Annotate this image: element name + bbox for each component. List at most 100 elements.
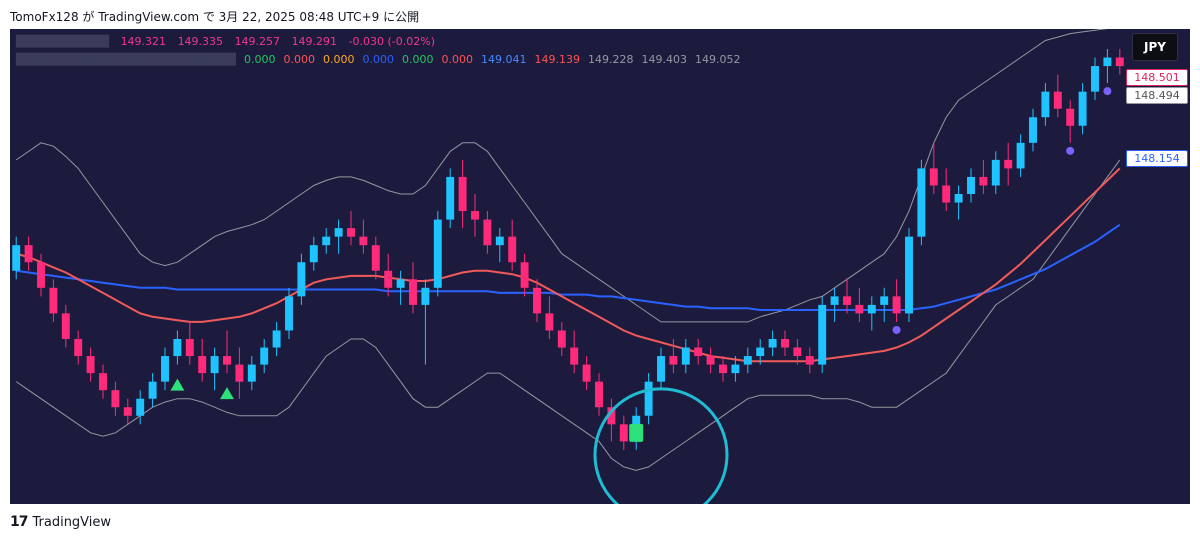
- moving-average-slow-line: [16, 223, 1121, 311]
- candle-body: [495, 236, 504, 246]
- chart-frame[interactable]: ███████████ 149.321 149.335 149.257 149.…: [10, 29, 1190, 504]
- signal-flag-marker: [629, 423, 644, 442]
- candle-body: [942, 185, 951, 203]
- candle-body: [743, 356, 752, 365]
- moving-average-fast-line: [15, 167, 1121, 363]
- candle-body: [148, 381, 157, 399]
- legend-symbol-placeholder: ███████████: [16, 35, 110, 48]
- price-tag-red: 148.501: [1126, 69, 1188, 86]
- candle-body: [396, 279, 405, 288]
- price-tag-blue: 148.154: [1126, 150, 1188, 167]
- candle-body: [781, 339, 789, 348]
- legend-indicator-value-1: 0.000: [283, 53, 315, 66]
- candle-body: [446, 176, 455, 220]
- legend-high-value: 149.335: [177, 35, 224, 48]
- candle-body: [74, 339, 83, 357]
- legend-indicator-value-3: 0.000: [362, 53, 394, 66]
- candle-body: [533, 287, 541, 314]
- legend-indicator-value-9: 149.403: [641, 53, 687, 66]
- candle-body: [843, 296, 851, 305]
- tradingview-logo-icon: 17: [10, 514, 29, 530]
- candle-body: [161, 356, 169, 382]
- legend-indicator-value-7: 149.139: [534, 53, 580, 66]
- currency-badge[interactable]: JPY: [1132, 33, 1178, 61]
- buy-signal-triangle: [170, 378, 185, 391]
- candle-body: [1078, 91, 1087, 126]
- candle-body: [223, 356, 231, 365]
- candle-body: [86, 356, 95, 374]
- legend-open-value: 149.321: [120, 35, 167, 48]
- candle-body: [210, 356, 219, 374]
- candle-body: [49, 287, 58, 314]
- legend-indicator-value-4: 0.000: [401, 53, 434, 66]
- candle-body: [235, 364, 244, 382]
- candle-body: [136, 398, 145, 416]
- candle-body: [334, 228, 343, 237]
- legend-indicator-value-2: 0.000: [322, 53, 355, 66]
- price-tag-gray: 148.494: [1126, 87, 1188, 104]
- candle-body: [421, 287, 430, 305]
- candle-body: [433, 219, 442, 288]
- legend-ohlc-row: ███████████ 149.321 149.335 149.257 149.…: [16, 35, 443, 48]
- attribution-text: TomoFx128 が TradingView.com で 3月 22, 202…: [10, 10, 420, 24]
- candle-body: [359, 236, 368, 246]
- highlight-circle: [593, 387, 729, 504]
- signal-dot: [892, 325, 901, 334]
- candle-body: [99, 373, 107, 391]
- candle-body: [1004, 159, 1013, 169]
- candle-body: [619, 424, 628, 442]
- candle-body: [24, 245, 33, 263]
- candle-body: [570, 347, 579, 365]
- candle-body: [384, 270, 393, 288]
- candle-body: [347, 228, 355, 237]
- candle-body: [905, 236, 913, 314]
- candle-body: [1115, 57, 1124, 67]
- candle-body: [644, 381, 653, 416]
- buy-signal-triangle: [220, 387, 234, 400]
- legend-low-value: 149.257: [234, 35, 281, 48]
- signal-dot: [1066, 146, 1075, 155]
- candlestick-chart[interactable]: [10, 29, 1190, 504]
- legend-indicator-value-8: 149.228: [587, 53, 634, 66]
- candle-body: [1041, 91, 1050, 118]
- bollinger-upper-line: [15, 29, 1108, 323]
- candle-body: [681, 347, 690, 365]
- candle-body: [880, 296, 889, 305]
- candle-body: [967, 176, 975, 194]
- legend-indicator-value-0: 0.000: [243, 53, 276, 66]
- candle-body: [830, 296, 839, 305]
- candle-body: [123, 407, 132, 416]
- candle-body: [483, 219, 492, 246]
- candle-body: [557, 330, 566, 348]
- candle-body: [1016, 142, 1025, 169]
- candle-body: [855, 304, 864, 314]
- footer-brand: TradingView: [32, 514, 112, 530]
- candle-body: [731, 364, 740, 374]
- candle-body: [694, 347, 703, 357]
- candle-body: [954, 194, 963, 203]
- candle-body: [595, 381, 603, 408]
- legend-change-value: -0.030 (-0.02%): [348, 35, 436, 48]
- candle-body: [719, 364, 727, 374]
- legend-indicator-value-5: 0.000: [441, 53, 473, 66]
- candle-body: [1029, 117, 1037, 143]
- legend-indicator-placeholder: ██████████████████████████: [16, 53, 236, 66]
- candle-body: [185, 339, 194, 357]
- candle-body: [917, 168, 926, 237]
- legend-indicator-value-10: 149.052: [694, 53, 741, 66]
- legend-close-value: 149.291: [291, 35, 338, 48]
- candle-body: [768, 339, 777, 348]
- candle-body: [607, 407, 616, 425]
- candle-body: [247, 364, 256, 382]
- candle-body: [471, 211, 479, 220]
- candle-body: [37, 262, 45, 288]
- candle-body: [657, 356, 665, 382]
- candle-body: [309, 245, 318, 263]
- candle-body: [260, 347, 269, 365]
- candle-body: [545, 313, 554, 331]
- candle-body: [198, 356, 207, 374]
- candle-body: [929, 168, 938, 186]
- candle-body: [409, 279, 417, 305]
- candle-body: [892, 296, 901, 314]
- candle-body: [991, 159, 1000, 186]
